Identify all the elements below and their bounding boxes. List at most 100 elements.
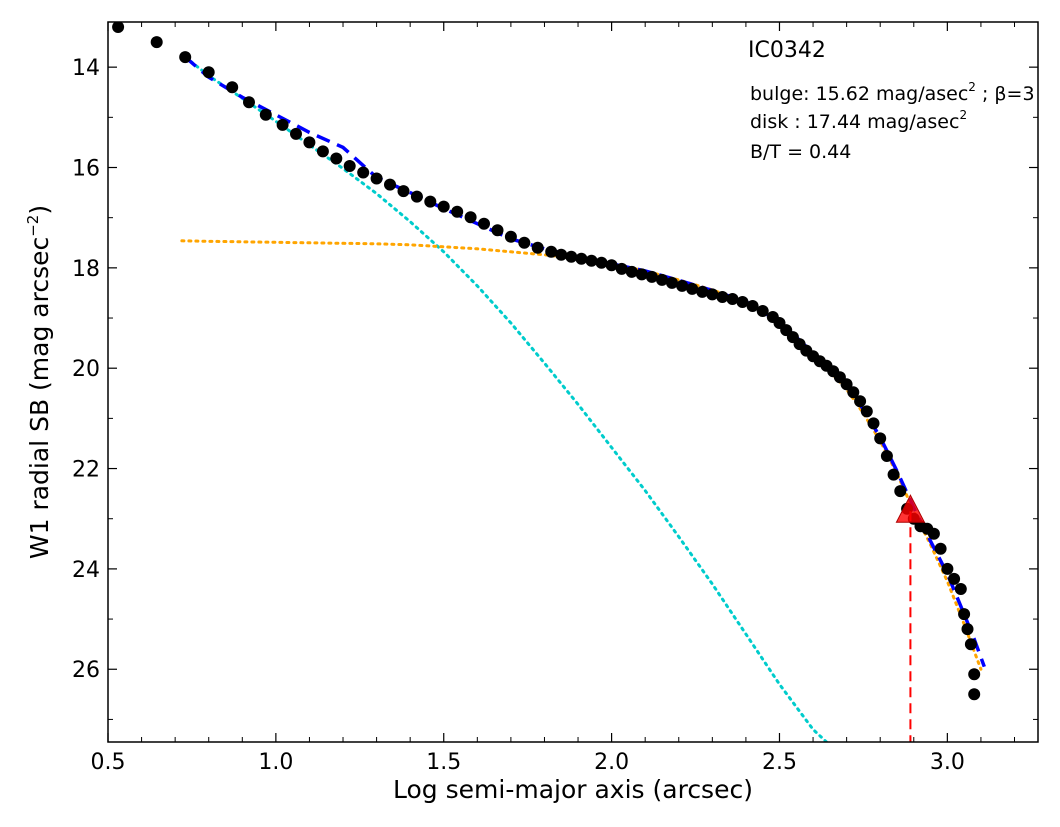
data-point: [927, 527, 940, 540]
data-point: [666, 276, 678, 289]
x-tick-label: 3.0: [930, 750, 965, 775]
y-axis-title-main: W1 radial SB (mag arcsec: [25, 237, 54, 559]
x-tick-label: 1.5: [426, 750, 461, 775]
data-point: [179, 51, 192, 64]
disk-annotation: disk : 17.44 mag/asec2: [750, 108, 967, 133]
data-point: [686, 282, 699, 295]
axis-ticks: 0.5 1.0 1.5 2.0 2.5 3.0 14 16 18 20 22 24 26: [72, 22, 1038, 775]
x-tick-label: 1.0: [258, 750, 293, 775]
data-point: [259, 108, 272, 121]
data-point: [276, 118, 289, 131]
y-tick-label: 24: [72, 558, 100, 583]
data-point: [867, 417, 880, 430]
data-point: [854, 395, 867, 408]
data-point: [518, 236, 531, 249]
data-point: [706, 288, 719, 301]
data-point: [585, 254, 598, 267]
data-point: [645, 270, 658, 283]
data-point: [880, 450, 893, 462]
disk-text: disk : 17.44 mag/asec: [750, 111, 959, 133]
data-point: [243, 96, 255, 109]
data-point: [887, 468, 900, 481]
bulge-beta: ; β=3: [976, 83, 1035, 105]
data-point: [504, 230, 517, 243]
data-point: [303, 136, 316, 149]
data-point: [847, 386, 860, 399]
data-point: [954, 583, 967, 595]
data-point: [330, 152, 343, 165]
data-point: [555, 248, 568, 261]
disk-fit-line: [180, 239, 983, 671]
data-point: [565, 250, 578, 263]
y-axis-title: W1 radial SB (mag arcsec−2): [24, 205, 54, 559]
data-point: [290, 127, 302, 140]
data-point: [478, 217, 490, 230]
data-point: [860, 405, 873, 418]
data-point: [968, 668, 981, 681]
bulge-fit-line: [183, 55, 828, 742]
data-point: [545, 245, 558, 258]
bt-annotation: B/T = 0.44: [750, 141, 851, 163]
x-tick-label: 2.5: [762, 750, 797, 775]
x-tick-label: 2.0: [594, 750, 629, 775]
data-point: [605, 259, 618, 272]
data-point: [316, 145, 329, 158]
data-point: [958, 608, 971, 621]
y-tick-label: 26: [72, 658, 100, 683]
y-tick-label: 18: [72, 257, 100, 282]
data-point: [736, 296, 749, 308]
data-point: [635, 268, 648, 281]
x-tick-label: 0.5: [91, 750, 126, 775]
y-tick-label: 20: [72, 357, 100, 382]
data-point: [343, 160, 356, 172]
data-point: [595, 256, 608, 269]
data-point: [964, 638, 977, 651]
data-point: [968, 688, 981, 701]
data-point: [941, 562, 954, 575]
data-point: [696, 285, 709, 298]
data-point: [357, 166, 370, 179]
y-tick-label: 22: [72, 458, 100, 483]
data-point: [112, 22, 125, 33]
data-point: [575, 252, 588, 265]
data-point: [874, 432, 887, 445]
data-point: [384, 178, 396, 191]
y-axis-title-sup: −2: [24, 215, 42, 237]
data-point: [840, 378, 853, 391]
data-point: [656, 273, 668, 286]
data-point: [746, 300, 759, 312]
disk-sup: 2: [959, 108, 967, 122]
data-point: [397, 185, 410, 198]
data-point: [424, 195, 437, 208]
plot-border: [107, 21, 1039, 743]
data-point: [226, 81, 239, 94]
y-tick-label: 16: [72, 157, 100, 182]
data-point: [934, 542, 947, 555]
data-point: [756, 305, 769, 317]
data-point: [615, 262, 628, 275]
data-point: [150, 36, 163, 49]
data-point: [948, 572, 961, 585]
data-point: [625, 265, 638, 278]
data-point: [961, 623, 974, 636]
marker-triangle: [895, 494, 926, 523]
data-point: [726, 293, 739, 305]
chart-title: IC0342: [748, 38, 826, 63]
y-axis-title-close: ): [25, 205, 54, 215]
data-point: [451, 205, 464, 218]
data-point: [676, 279, 689, 292]
data-point: [716, 291, 729, 303]
plot-area: [108, 22, 1038, 742]
data-point: [531, 241, 544, 254]
data-point: [894, 485, 907, 498]
data-point: [370, 172, 383, 185]
marker-layer: [895, 494, 926, 742]
data-point: [202, 66, 215, 79]
y-tick-label: 14: [72, 56, 100, 81]
bulge-annotation: bulge: 15.62 mag/asec2 ; β=3: [750, 80, 1035, 105]
data-point: [410, 190, 423, 203]
data-point: [464, 211, 477, 224]
x-axis-title: Log semi-major axis (arcsec): [393, 775, 753, 804]
bulge-text: bulge: 15.62 mag/asec: [750, 83, 968, 105]
